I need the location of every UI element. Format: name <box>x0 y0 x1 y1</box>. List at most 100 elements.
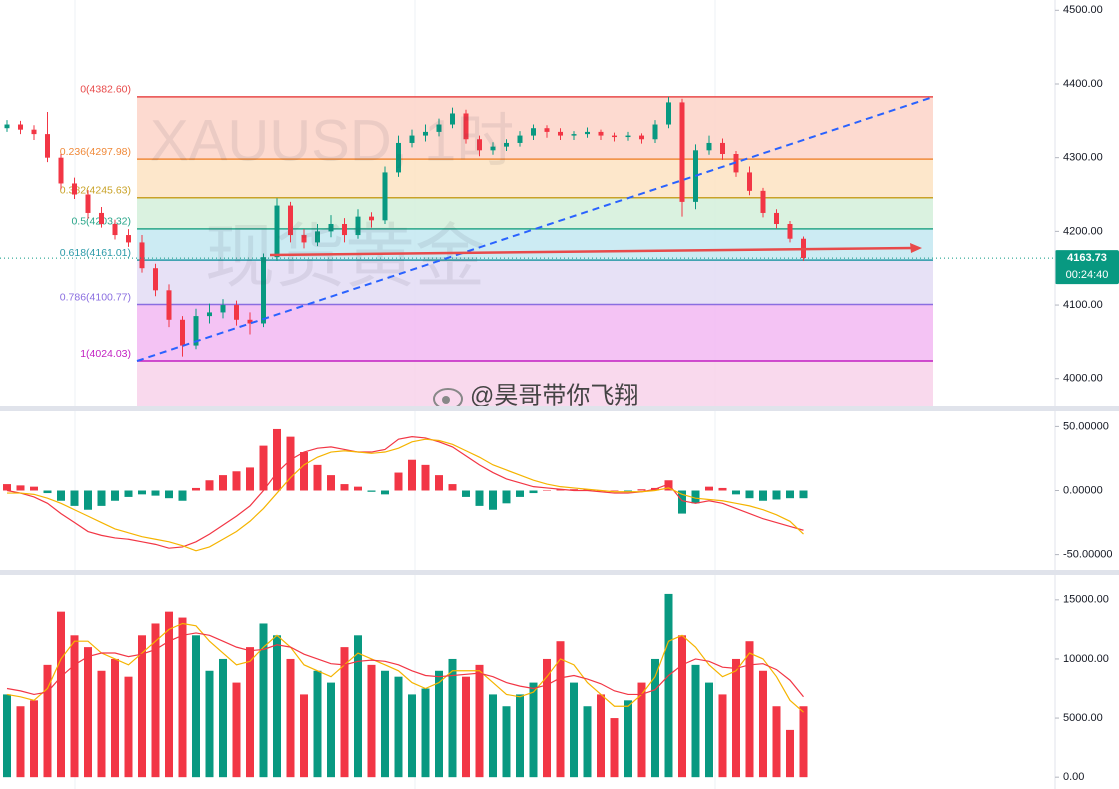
volume-bar <box>313 670 322 778</box>
macd-bar <box>165 490 173 499</box>
arrow-head <box>910 243 922 253</box>
candle-body <box>355 216 361 236</box>
volume-bar <box>273 635 281 778</box>
macd-bar <box>43 490 52 494</box>
macd-bar <box>799 490 808 499</box>
macd-bar <box>232 471 241 491</box>
volume-bar <box>502 706 511 778</box>
candle-body <box>571 134 577 136</box>
candle-body <box>193 316 199 346</box>
volume-bar <box>597 694 605 778</box>
candle-body <box>652 124 658 140</box>
macd-bar <box>502 490 511 504</box>
candle-body <box>288 205 293 236</box>
candle-body <box>396 142 401 173</box>
candle-body <box>342 224 347 236</box>
candle-body <box>58 157 64 184</box>
macd-bar <box>313 464 322 491</box>
macd-bar <box>786 490 794 499</box>
volume-bar <box>543 658 551 778</box>
y-tick-label: 0.00 <box>1063 771 1084 783</box>
macd-bar <box>273 428 281 491</box>
candle-body <box>328 224 334 232</box>
macd-bar <box>610 490 619 491</box>
macd-bar <box>30 486 38 491</box>
candle-body <box>382 172 388 221</box>
macd-bar <box>246 467 254 491</box>
volume-bar <box>529 682 538 778</box>
trend-line <box>136 96 934 362</box>
candle-body <box>787 224 793 239</box>
volume-bar <box>732 658 740 778</box>
fib-band <box>137 96 933 160</box>
candle-body <box>153 268 158 291</box>
volume-bar <box>435 670 443 778</box>
candle-body <box>4 124 10 129</box>
candle-body <box>706 142 712 151</box>
indicator-line <box>6 632 804 698</box>
volume-bar <box>57 611 65 778</box>
candle-body <box>274 205 280 258</box>
fib-band <box>137 361 933 406</box>
macd-bar <box>516 490 524 497</box>
candle-body <box>531 128 536 136</box>
volume-bar <box>340 647 349 778</box>
candle-body <box>477 139 482 151</box>
macd-bar <box>57 490 65 501</box>
macd-bar <box>759 490 767 501</box>
candle-body <box>261 257 266 324</box>
volume-bar <box>421 688 430 778</box>
volume-bar <box>165 611 173 778</box>
macd-bar <box>475 490 484 506</box>
volume-bar <box>124 676 133 778</box>
macd-bar <box>448 484 457 491</box>
macd-bar <box>3 484 11 491</box>
y-tick-label: 4200.00 <box>1063 225 1103 237</box>
volume-bar <box>259 623 268 778</box>
macd-bar <box>745 490 754 499</box>
volume-bar <box>678 635 686 778</box>
candle-body <box>301 235 307 243</box>
fib-band <box>137 159 933 198</box>
volume-bar <box>489 694 497 778</box>
macd-bar <box>529 490 538 494</box>
indicator-line <box>6 436 804 549</box>
fib-label: 0.382(4245.63) <box>60 185 131 197</box>
y-tick-label: 5000.00 <box>1063 712 1103 724</box>
macd-bar <box>286 436 295 491</box>
volume-bar <box>192 635 200 778</box>
macd-bar <box>327 475 335 491</box>
y-tick-label: 4400.00 <box>1063 78 1103 90</box>
volume-bar <box>300 694 308 778</box>
candle-body <box>504 142 509 147</box>
macd-bar <box>489 490 497 510</box>
fib-band <box>137 304 933 362</box>
fib-label: 0(4382.60) <box>80 84 131 96</box>
candle-body <box>612 135 617 138</box>
candle-body <box>558 131 563 136</box>
candle-body <box>234 305 239 320</box>
candle-body <box>639 135 644 140</box>
volume-bar <box>3 694 11 778</box>
candle-body <box>679 102 685 202</box>
macd-bar <box>354 486 362 491</box>
volume-bar <box>111 658 119 778</box>
logo-dot <box>442 396 450 404</box>
fib-label: 1(4024.03) <box>80 348 131 360</box>
volume-bar <box>84 647 92 778</box>
candle-body <box>760 190 766 213</box>
volume-bar <box>610 718 619 778</box>
macd-bar <box>394 472 403 491</box>
volume-bar <box>178 617 187 778</box>
candle-body <box>112 224 118 236</box>
candle-body <box>517 135 523 143</box>
macd-bar <box>367 490 376 492</box>
volume-bar <box>556 641 565 778</box>
macd-bar <box>705 486 713 491</box>
candle-body <box>747 172 752 191</box>
candle-body <box>625 135 631 138</box>
macd-bar <box>111 490 119 501</box>
macd-bar <box>408 459 416 491</box>
macd-bar <box>421 464 430 491</box>
countdown: 00:24:40 <box>1066 269 1109 281</box>
